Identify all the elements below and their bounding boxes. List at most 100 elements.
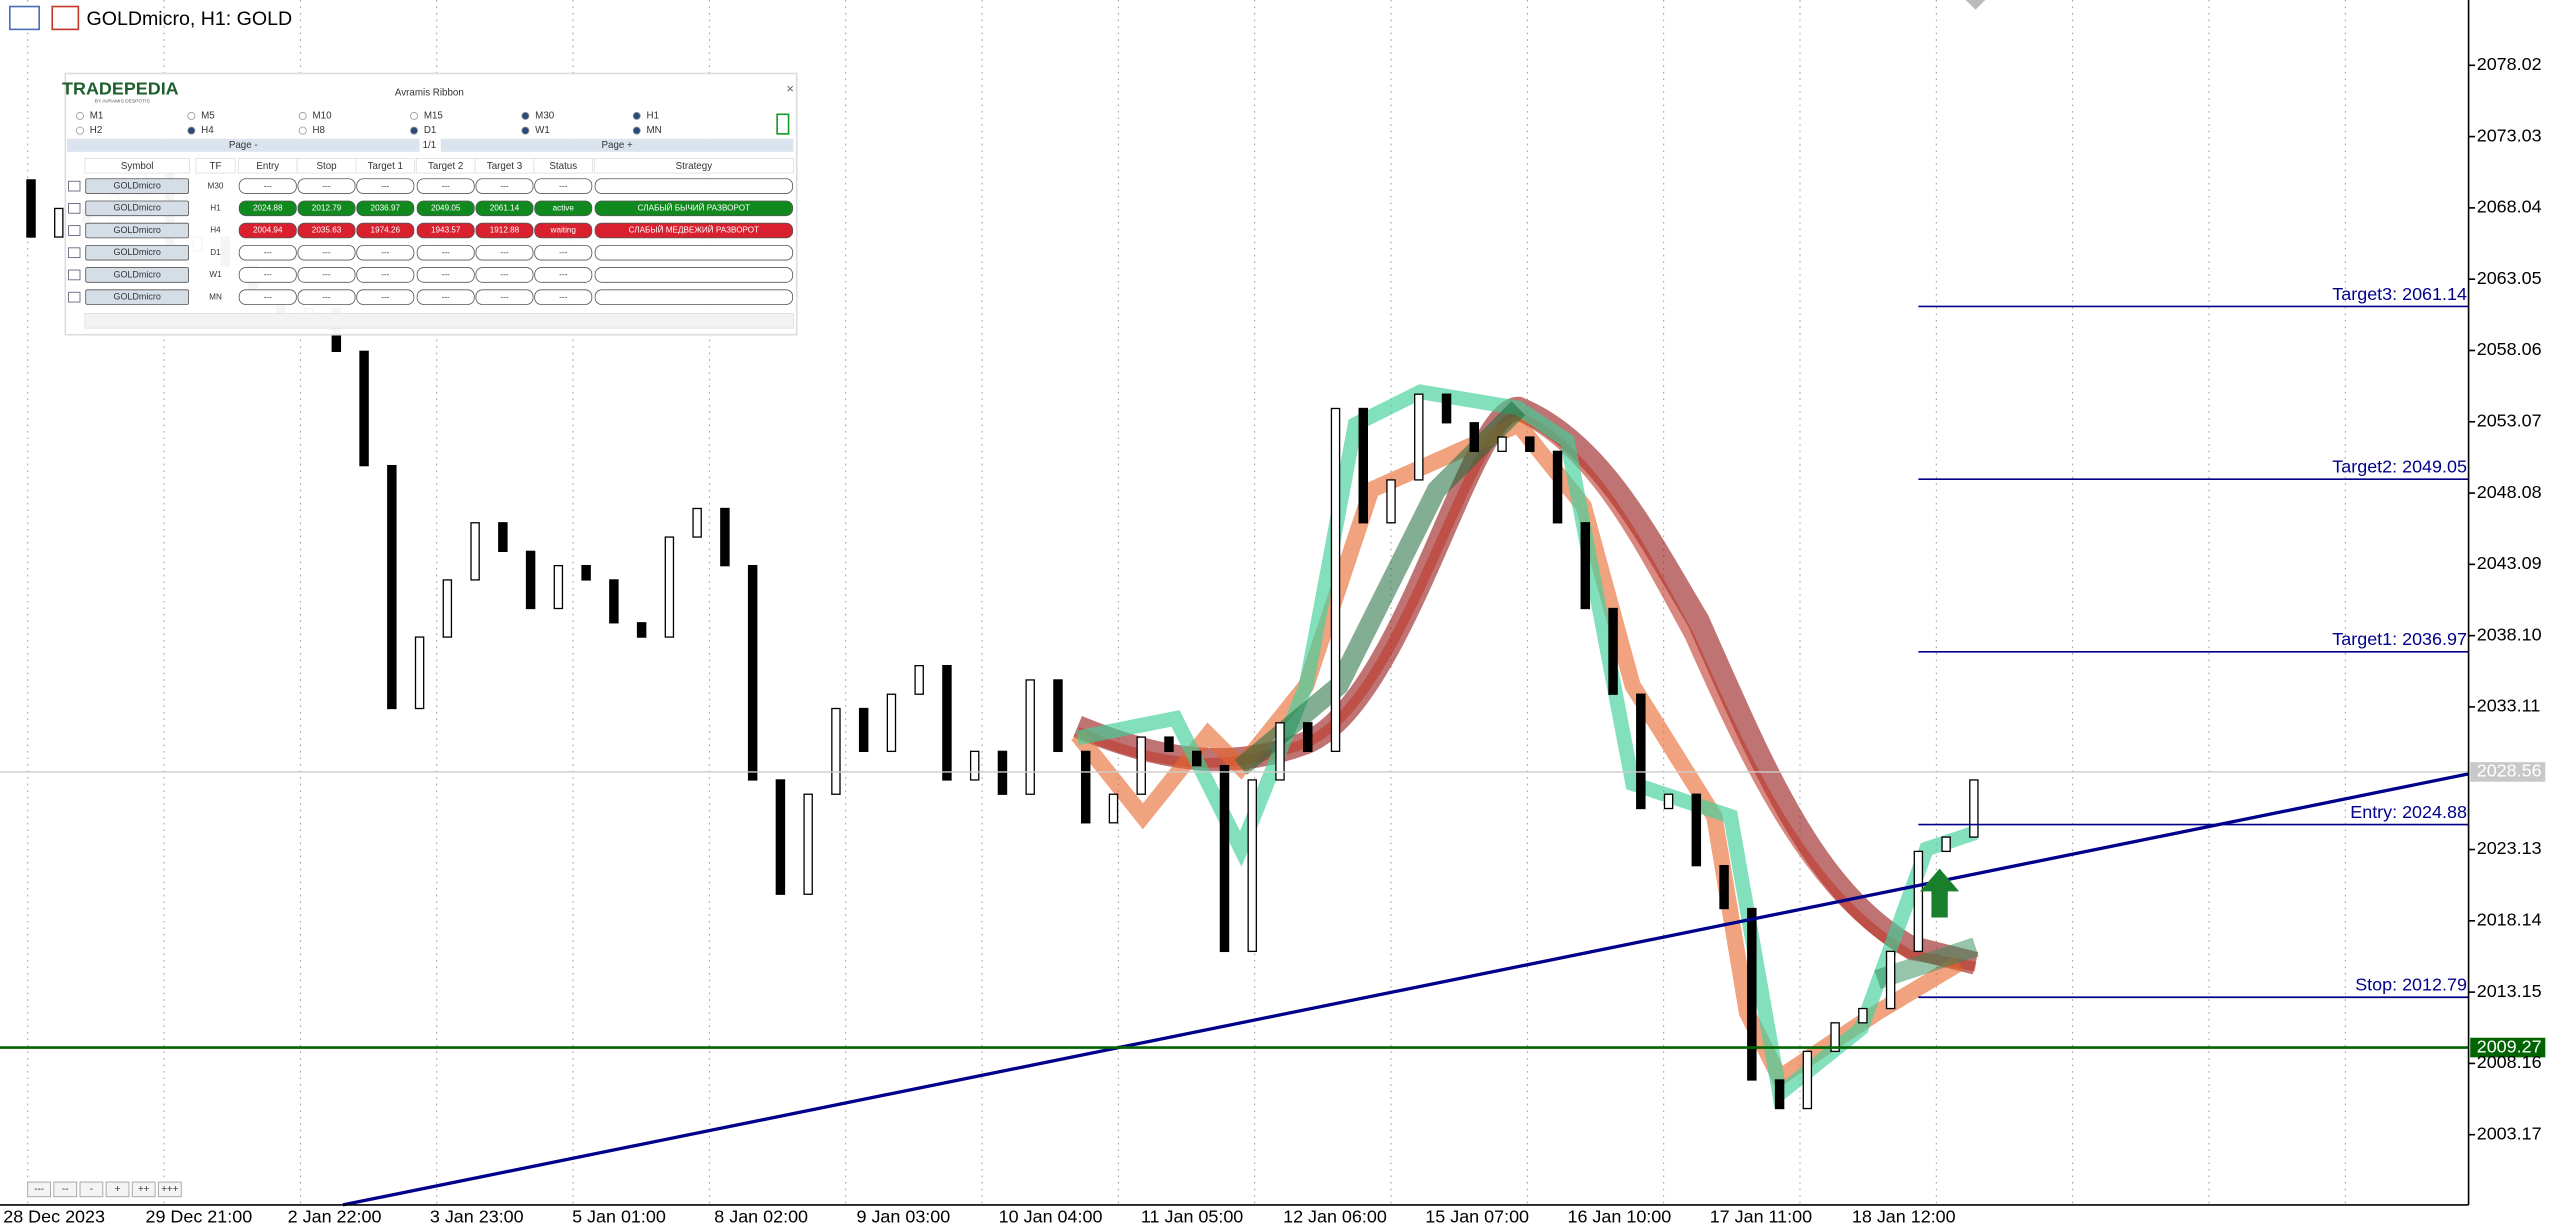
cell: [297, 267, 356, 283]
zoom-button[interactable]: [79, 1181, 104, 1198]
cell: [297, 178, 356, 194]
candle-body: [1774, 1079, 1785, 1110]
radio[interactable]: [187, 111, 196, 120]
cell-text: ---: [559, 270, 567, 279]
current-price-tag: [2470, 762, 2546, 782]
column-header: [593, 157, 794, 174]
cell: [356, 222, 415, 239]
time-axis: 28 Dec 2023 29 Dec 21:00 2 Jan 22:00 3 Jan …: [3, 1207, 1955, 1227]
x-tick-label: 3 Jan 23:00: [430, 1207, 524, 1227]
zoom-button[interactable]: [105, 1181, 130, 1198]
radio[interactable]: [410, 126, 419, 135]
radio-label: M5: [201, 111, 215, 122]
zoom-button[interactable]: [157, 1181, 182, 1198]
cell: [238, 244, 297, 261]
y-tick-label: 2048.08: [2477, 482, 2542, 502]
zoom-bar: --- -- - + ++ +++: [27, 1181, 182, 1198]
page-info: 1/1: [423, 140, 437, 151]
radio[interactable]: [298, 126, 307, 135]
cell-text: M30: [208, 181, 224, 190]
cell-text: 1943.57: [431, 226, 461, 235]
cell: [238, 267, 297, 283]
radio[interactable]: [298, 111, 307, 120]
column-header-label: Target 1: [368, 161, 403, 172]
x-tick-label: 8 Jan 02:00: [714, 1207, 808, 1227]
cell: [416, 222, 475, 239]
candle-body: [581, 564, 591, 581]
cell-text: ---: [264, 181, 272, 190]
cell-text: ---: [559, 181, 567, 190]
y-tick-label: 2033.11: [2477, 696, 2541, 716]
cell-text: ---: [442, 181, 450, 190]
candle-body: [470, 522, 480, 581]
row-icon[interactable]: [68, 203, 81, 214]
row-icon[interactable]: [68, 247, 81, 259]
row-icon[interactable]: [68, 180, 81, 192]
cell: [85, 178, 189, 194]
radio-label: W1: [535, 125, 550, 136]
radio[interactable]: [632, 126, 641, 135]
candle-body: [1358, 407, 1368, 524]
cell-text: ---: [264, 292, 272, 301]
y-tick-label: 2023.13: [2477, 838, 2542, 858]
cell: [356, 244, 415, 261]
candle-body: [1330, 407, 1341, 753]
cell: [85, 289, 189, 305]
zoom-label: ++: [138, 1184, 150, 1195]
candle-body: [1663, 793, 1674, 810]
cell-text: GOLDmicro: [113, 292, 160, 302]
cell-text: GOLDmicro: [113, 180, 160, 190]
row-icon[interactable]: [68, 269, 81, 281]
cell-text: ---: [442, 270, 450, 279]
cell-text: ---: [500, 181, 508, 190]
zoom-button[interactable]: [131, 1181, 156, 1198]
zoom-label: -: [90, 1184, 93, 1195]
close-button[interactable]: ×: [786, 81, 794, 96]
panel-title: Avramis Ribbon: [395, 88, 464, 99]
column-header: [355, 157, 416, 174]
radio[interactable]: [187, 126, 196, 135]
cell-text: ---: [322, 292, 330, 301]
page-prev-button[interactable]: [66, 138, 420, 152]
row-icon[interactable]: [68, 291, 81, 303]
y-tick-label: 2018.14: [2477, 910, 2542, 930]
page-next-button[interactable]: [440, 138, 794, 152]
support-label: 2009.27: [2477, 1036, 2542, 1056]
radio[interactable]: [75, 126, 84, 135]
candle-body: [1830, 1022, 1840, 1053]
radio[interactable]: [410, 111, 419, 120]
zoom-button[interactable]: [27, 1181, 52, 1198]
level-label: Target1: 2036.97: [2332, 629, 2467, 649]
candle-body: [1192, 750, 1202, 767]
candle-body: [1108, 793, 1119, 824]
candle-body: [803, 793, 813, 895]
cell-text: waiting: [550, 226, 577, 235]
cell-text: 2049.05: [431, 203, 461, 212]
x-tick-label: 17 Jan 11:00: [1710, 1207, 1812, 1227]
zoom-label: +++: [161, 1184, 178, 1195]
cell-text: ---: [381, 292, 389, 301]
cell-text: ---: [264, 248, 272, 257]
level-label: Stop: 2012.79: [2355, 975, 2467, 995]
candle-body: [775, 779, 786, 895]
candle-body: [914, 664, 924, 695]
zoom-button[interactable]: [53, 1181, 78, 1198]
cell: [416, 178, 475, 194]
cell-text: ---: [381, 270, 389, 279]
page-prev-label: Page -: [229, 140, 258, 151]
candle-body: [1941, 836, 1951, 853]
cell-text: 2024.88: [253, 203, 283, 212]
radio[interactable]: [521, 111, 530, 120]
x-tick-label: 11 Jan 05:00: [1141, 1207, 1243, 1227]
candle-body: [1275, 722, 1285, 781]
candle-body: [1691, 793, 1702, 867]
cell-text: 2004.94: [253, 226, 283, 235]
icon: [51, 5, 80, 31]
row-icon[interactable]: [68, 225, 81, 236]
radio[interactable]: [75, 111, 84, 120]
radio[interactable]: [632, 111, 641, 120]
cell: [297, 200, 356, 217]
candle-body: [1885, 950, 1896, 1010]
candle-body: [1802, 1050, 1813, 1110]
radio[interactable]: [521, 126, 530, 135]
